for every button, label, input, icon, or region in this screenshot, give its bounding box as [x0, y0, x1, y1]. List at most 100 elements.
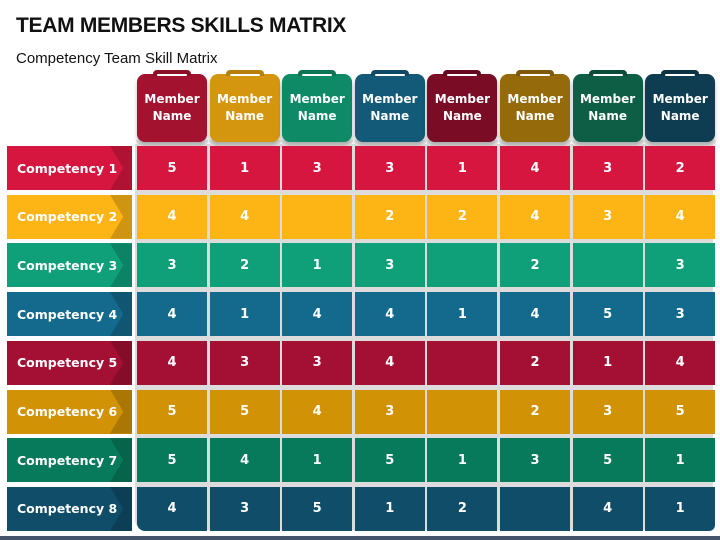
- folder-tab-icon: [661, 70, 700, 76]
- column-header-label: Member Name: [434, 92, 490, 123]
- page-subtitle: Competency Team Skill Matrix: [16, 50, 218, 67]
- row-label-competency-8: Competency 8: [7, 486, 132, 531]
- matrix-cell: 1: [645, 438, 716, 483]
- row-label-competency-5: Competency 5: [7, 340, 132, 385]
- matrix-cell: [427, 340, 498, 385]
- matrix-cell: 3: [645, 292, 716, 337]
- column-header-member-6: Member Name: [500, 70, 570, 142]
- row-label-competency-1: Competency 1: [7, 146, 132, 190]
- matrix-cell: 4: [137, 340, 207, 385]
- matrix-cell: [427, 389, 498, 434]
- column-header-shadow: [208, 140, 281, 148]
- column-header-label: Member Name: [289, 92, 345, 123]
- matrix-cell: 2: [427, 486, 498, 531]
- matrix-cell: 3: [282, 340, 353, 385]
- matrix-cell: 1: [209, 292, 280, 337]
- matrix-cell: 2: [645, 146, 716, 190]
- column-header-label: Member Name: [579, 92, 636, 123]
- matrix-cell: 4: [209, 438, 280, 483]
- row-label-competency-4: Competency 4: [7, 292, 132, 337]
- column-header-shadow: [426, 140, 499, 148]
- matrix-cell: 2: [427, 194, 498, 239]
- matrix-cell: 2: [500, 340, 570, 385]
- matrix-cell: 2: [354, 194, 425, 239]
- matrix-cell: [427, 243, 498, 288]
- matrix-cell: 1: [427, 292, 498, 337]
- matrix-cell: 4: [354, 292, 425, 337]
- matrix-cell: 4: [572, 486, 643, 531]
- column-header-shadow: [353, 140, 426, 148]
- row-label-text: Competency 7: [17, 452, 118, 468]
- matrix-cell: 5: [137, 389, 207, 434]
- column-header-shadow: [499, 140, 571, 148]
- folder-tab-icon: [588, 70, 627, 76]
- column-header-member-4: Member Name: [354, 70, 425, 142]
- matrix-cell: 4: [500, 194, 570, 239]
- matrix-cell: 3: [572, 194, 643, 239]
- matrix-cell: 3: [645, 243, 716, 288]
- matrix-cell: 3: [354, 389, 425, 434]
- matrix-cell: 4: [500, 292, 570, 337]
- column-header-shadow: [571, 140, 644, 148]
- column-header-label: Member Name: [362, 92, 418, 123]
- matrix-cell: 1: [209, 146, 280, 190]
- matrix-cell: 3: [282, 146, 353, 190]
- row-label-text: Competency 8: [17, 501, 118, 517]
- column-header-label: Member Name: [507, 92, 563, 123]
- matrix-cell: 1: [645, 486, 716, 531]
- matrix-cell: 4: [137, 194, 207, 239]
- column-header-member-1: Member Name: [137, 70, 207, 142]
- column-header-member-2: Member Name: [209, 70, 280, 142]
- matrix-cell: 3: [572, 389, 643, 434]
- matrix-cell: 1: [427, 146, 498, 190]
- column-header-member-7: Member Name: [572, 70, 643, 142]
- column-header-member-3: Member Name: [282, 70, 353, 142]
- matrix-cell: 5: [645, 389, 716, 434]
- matrix-cell: 4: [282, 292, 353, 337]
- row-label-competency-3: Competency 3: [7, 243, 132, 288]
- matrix-cell: 5: [354, 438, 425, 483]
- folder-tab-icon: [298, 70, 337, 76]
- matrix-cell: 5: [282, 486, 353, 531]
- folder-tab-icon: [443, 70, 482, 76]
- matrix-cell: 3: [500, 438, 570, 483]
- matrix-cell: 3: [354, 243, 425, 288]
- matrix-cell: 3: [137, 243, 207, 288]
- column-header-shadow: [136, 140, 208, 148]
- matrix-cell: 4: [645, 194, 716, 239]
- column-header-shadow: [644, 140, 717, 148]
- matrix-cell: 3: [572, 146, 643, 190]
- matrix-cell: 1: [282, 438, 353, 483]
- folder-tab-icon: [225, 70, 264, 76]
- column-header-label: Member Name: [144, 92, 200, 123]
- matrix-cell: [500, 486, 570, 531]
- column-header-member-8: Member Name: [645, 70, 716, 142]
- row-label-text: Competency 1: [17, 160, 118, 176]
- matrix-cell: 3: [354, 146, 425, 190]
- row-label-text: Competency 6: [17, 404, 118, 419]
- row-label-competency-7: Competency 7: [7, 438, 132, 483]
- matrix-cell: 2: [500, 243, 570, 288]
- row-label-competency-2: Competency 2: [7, 194, 132, 239]
- matrix-cell: 1: [354, 486, 425, 531]
- row-label-text: Competency 5: [17, 355, 118, 371]
- column-header-member-5: Member Name: [427, 70, 498, 142]
- footer-bar: [0, 536, 720, 540]
- column-header-label: Member Name: [652, 92, 708, 123]
- folder-tab-icon: [370, 70, 409, 76]
- matrix-cell: 2: [500, 389, 570, 434]
- column-header-shadow: [281, 140, 354, 148]
- matrix-cell: 4: [500, 146, 570, 190]
- matrix-cell: 2: [209, 243, 280, 288]
- row-label-text: Competency 4: [17, 306, 118, 322]
- row-label-text: Competency 3: [17, 257, 118, 273]
- matrix-cell: 5: [209, 389, 280, 434]
- matrix-cell: 1: [572, 340, 643, 385]
- matrix-cell: 4: [645, 340, 716, 385]
- column-header-label: Member Name: [216, 92, 273, 123]
- page-title: TEAM MEMBERS SKILLS MATRIX: [16, 14, 347, 37]
- row-label-competency-6: Competency 6: [7, 389, 132, 434]
- matrix-cell: [282, 194, 353, 239]
- matrix-cell: 4: [354, 340, 425, 385]
- matrix-cell: 4: [209, 194, 280, 239]
